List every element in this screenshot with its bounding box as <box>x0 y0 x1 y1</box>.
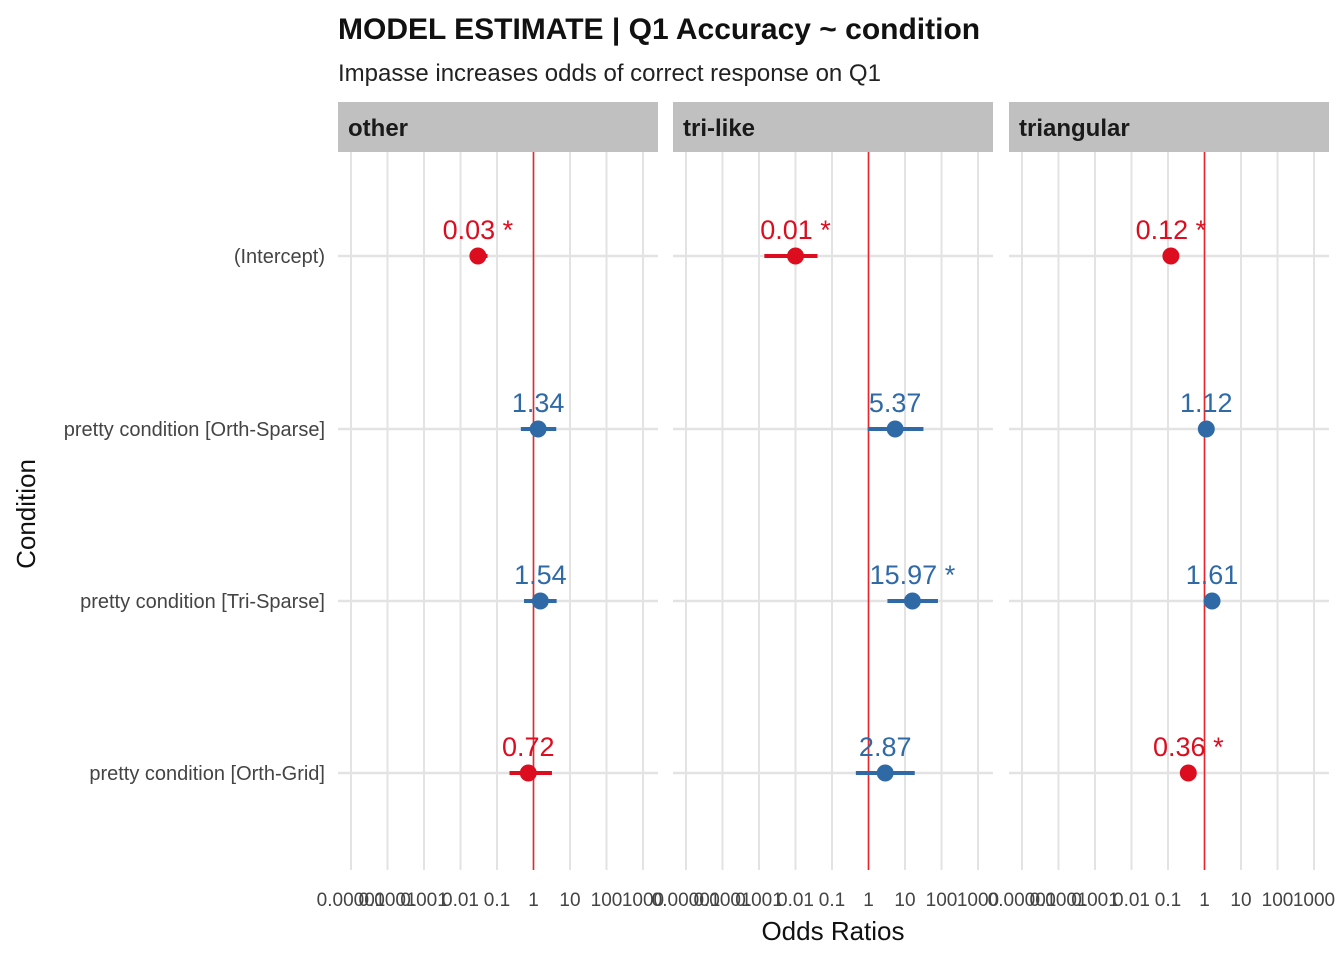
facet-strip <box>338 102 658 152</box>
x-tick-label: 10 <box>559 890 580 911</box>
x-tick-label: 0.1 <box>819 890 845 911</box>
estimate-label: 0.72 <box>502 732 555 762</box>
estimate-point <box>519 764 537 782</box>
x-tick-label: 1 <box>528 890 539 911</box>
y-tick-label-pretty-condition-orth-sparse: pretty condition [Orth-Sparse] <box>64 419 325 441</box>
y-tick-label-intercept: (Intercept) <box>234 246 325 268</box>
x-tick-label: 1000 <box>957 890 999 911</box>
y-tick-label-pretty-condition-orth-grid: pretty condition [Orth-Grid] <box>89 763 325 785</box>
x-tick-label: 1 <box>863 890 874 911</box>
x-tick-label: 0.1 <box>1155 890 1181 911</box>
facet-strip-label: tri-like <box>683 115 755 142</box>
facet-strip-label: other <box>348 115 408 142</box>
estimate-point <box>876 764 894 782</box>
chart-subtitle: Impasse increases odds of correct respon… <box>338 60 881 87</box>
x-tick-label: 10 <box>1230 890 1251 911</box>
estimate-label: 0.01 * <box>760 215 831 245</box>
x-tick-label: 0.001 <box>1071 890 1119 911</box>
x-axis-title: Odds Ratios <box>761 916 904 946</box>
estimate-label: 1.54 <box>514 560 567 590</box>
estimate-point <box>1179 764 1197 782</box>
x-tick-label: 1000 <box>622 890 664 911</box>
estimate-point <box>886 420 904 438</box>
x-tick-label: 100 <box>1262 890 1294 911</box>
x-tick-label: 0.0001 <box>1029 890 1087 911</box>
x-tick-label: 1000 <box>1293 890 1335 911</box>
x-tick-label: 0.001 <box>400 890 448 911</box>
estimate-point <box>1197 420 1215 438</box>
facet-strip <box>673 102 993 152</box>
chart-title: MODEL ESTIMATE | Q1 Accuracy ~ condition <box>338 13 980 46</box>
x-tick-label: 0.00001 <box>317 890 386 911</box>
x-tick-label: 10 <box>894 890 915 911</box>
x-tick-label: 0.00001 <box>652 890 721 911</box>
estimate-label: 0.36 * <box>1153 732 1224 762</box>
y-axis-title: Condition <box>11 459 41 569</box>
estimate-label: 0.12 * <box>1136 215 1207 245</box>
x-tick-label: 100 <box>591 890 623 911</box>
facet-strip <box>1009 102 1329 152</box>
x-tick-label: 1 <box>1199 890 1210 911</box>
x-tick-label: 0.1 <box>484 890 510 911</box>
estimate-point <box>903 592 921 610</box>
x-tick-label: 0.001 <box>735 890 783 911</box>
estimate-point <box>1162 247 1180 265</box>
x-tick-label: 0.0001 <box>693 890 751 911</box>
estimate-point <box>469 247 487 265</box>
estimate-label: 5.37 <box>869 388 922 418</box>
y-tick-label-pretty-condition-tri-sparse: pretty condition [Tri-Sparse] <box>80 591 325 613</box>
estimate-label: 2.87 <box>859 732 912 762</box>
estimate-label: 15.97 * <box>870 560 956 590</box>
estimate-point <box>529 420 547 438</box>
estimate-label: 1.61 <box>1186 560 1239 590</box>
estimate-point <box>1203 592 1221 610</box>
facet-strip-label: triangular <box>1019 115 1130 142</box>
estimate-label: 1.12 <box>1180 388 1233 418</box>
estimate-label: 0.03 * <box>443 215 514 245</box>
estimate-label: 1.34 <box>512 388 565 418</box>
y-axis: (Intercept) pretty condition [Orth-Sparse… <box>64 246 325 785</box>
estimate-point <box>531 592 549 610</box>
x-tick-label: 0.01 <box>777 890 814 911</box>
estimate-point <box>787 247 804 265</box>
x-tick-label: 0.00001 <box>988 890 1057 911</box>
x-tick-label: 0.01 <box>1113 890 1150 911</box>
x-tick-label: 0.0001 <box>358 890 416 911</box>
x-tick-label: 100 <box>926 890 958 911</box>
x-tick-label: 0.01 <box>442 890 479 911</box>
